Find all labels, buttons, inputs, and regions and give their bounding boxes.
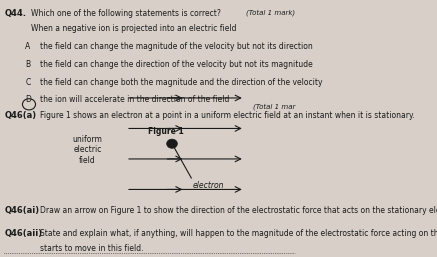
Text: Figure 1 shows an electron at a point in a uniform electric field at an instant : Figure 1 shows an electron at a point in… xyxy=(40,111,415,120)
Text: uniform
electric
field: uniform electric field xyxy=(73,135,102,164)
Text: Q46(a): Q46(a) xyxy=(4,111,36,120)
Text: Which one of the following statements is correct?: Which one of the following statements is… xyxy=(31,9,221,18)
Text: starts to move in this field.: starts to move in this field. xyxy=(40,244,143,253)
Text: the field can change the magnitude of the velocity but not its direction: the field can change the magnitude of th… xyxy=(40,42,313,51)
Text: Draw an arrow on Figure 1 to show the direction of the electrostatic force that : Draw an arrow on Figure 1 to show the di… xyxy=(40,206,437,215)
Text: the field can change the direction of the velocity but not its magnitude: the field can change the direction of th… xyxy=(40,60,313,69)
Text: State and explain what, if anything, will happen to the magnitude of the electro: State and explain what, if anything, wil… xyxy=(40,229,437,238)
Text: D: D xyxy=(25,95,31,104)
Text: the field can change both the magnitude and the direction of the velocity: the field can change both the magnitude … xyxy=(40,78,323,87)
Text: Figure 1: Figure 1 xyxy=(148,127,184,136)
Text: C: C xyxy=(25,78,31,87)
Text: A: A xyxy=(25,42,31,51)
Text: (Total 1 mark): (Total 1 mark) xyxy=(246,9,295,16)
Circle shape xyxy=(166,139,177,148)
Text: electron: electron xyxy=(193,181,224,190)
Text: Q44.: Q44. xyxy=(4,9,26,18)
Text: When a negative ion is projected into an electric field: When a negative ion is projected into an… xyxy=(31,24,236,33)
Text: Q46(ai): Q46(ai) xyxy=(4,206,39,215)
Text: the ion will accelerate in the direction of the field: the ion will accelerate in the direction… xyxy=(40,95,229,104)
Text: B: B xyxy=(25,60,30,69)
Text: Q46(aii): Q46(aii) xyxy=(4,229,42,238)
Text: (Total 1 mar: (Total 1 mar xyxy=(253,103,295,110)
